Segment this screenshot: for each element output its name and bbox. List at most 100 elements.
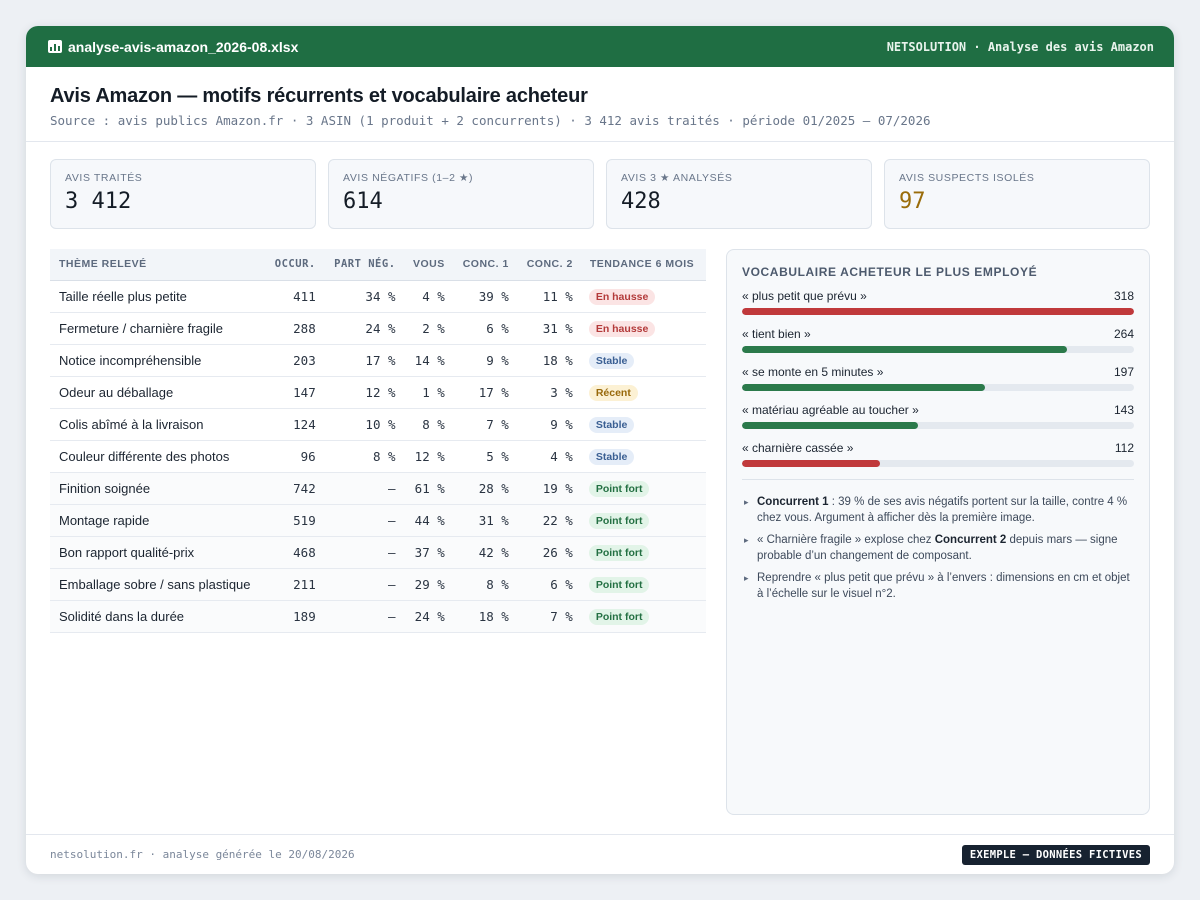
trend-cell: Point fort (580, 536, 706, 569)
insights-list: ▸ Concurrent 1 : 39 % de ses avis négatif… (742, 479, 1134, 602)
theme-cell: Couleur différente des photos (50, 440, 266, 473)
insight-text: depuis mars — signe probable d’un change… (757, 534, 1118, 562)
competitor-1-cell: 17 % (452, 376, 517, 409)
footer: netsolution.fr · analyse générée le 20/0… (26, 834, 1174, 874)
vocabulary-term: « plus petit que prévu » (742, 289, 867, 303)
trend-cell: Stable (580, 344, 706, 377)
bullet-arrow-icon: ▸ (744, 535, 749, 545)
spreadsheet-icon (48, 40, 62, 53)
vocabulary-count: 143 (1113, 403, 1134, 417)
sample-data-badge: EXEMPLE — DONNÉES FICTIVES (961, 844, 1150, 865)
col-header-part-neg[interactable]: PART NÉG. (323, 249, 404, 281)
occurrences-cell: 203 (265, 344, 324, 377)
trend-cell: En hausse (580, 280, 706, 313)
table-row[interactable]: Colis abîmé à la livraison 124 10 % 8 % 7 % 9… (50, 408, 706, 441)
occurrences-cell: 742 (265, 472, 324, 505)
table-row[interactable]: Bon rapport qualité-prix 468—37 % 42 % 26 %… (50, 536, 706, 569)
competitor-1-cell: 8 % (452, 568, 517, 601)
kpi-label: AVIS 3 ★ ANALYSÉS (621, 172, 733, 184)
trend-badge: En hausse (588, 288, 656, 305)
col-header-occur[interactable]: OCCUR. (265, 249, 324, 281)
generated-note: netsolution.fr · analyse générée le 20/0… (50, 848, 355, 861)
vous-cell: 14 % (403, 344, 453, 377)
trend-badge: Point fort (588, 576, 650, 593)
vous-cell: 37 % (403, 536, 453, 569)
trend-badge: Stable (588, 352, 635, 369)
kpi-label: AVIS TRAITÉS (65, 172, 143, 184)
competitor-2-cell: 31 % (516, 312, 581, 345)
col-header-conc1[interactable]: CONC. 1 (452, 249, 517, 281)
theme-cell: Solidité dans la durée (50, 600, 266, 633)
table-row[interactable]: Notice incompréhensible 203 17 % 14 % 9 % 18 … (50, 344, 706, 377)
kpi-label: AVIS NÉGATIFS (1–2 ★) (343, 172, 474, 184)
negative-share-cell: — (323, 568, 404, 601)
kpi-value: 614 (343, 189, 383, 214)
theme-cell: Colis abîmé à la livraison (50, 408, 266, 441)
trend-cell: Stable (580, 440, 706, 473)
report-header: Avis Amazon — motifs récurrents et vocab… (26, 67, 1174, 142)
theme-cell: Bon rapport qualité-prix (50, 536, 266, 569)
page-title: Avis Amazon — motifs récurrents et vocab… (50, 85, 588, 107)
table-header-row: THÈME RELEVÉ OCCUR. PART NÉG. VOUS CONC.… (50, 249, 706, 281)
competitor-2-cell: 3 % (516, 376, 581, 409)
theme-cell: Emballage sobre / sans plastique (50, 568, 266, 601)
table-row[interactable]: Taille réelle plus petite 411 34 % 4 % 39 % 1… (50, 280, 706, 313)
negative-share-cell: 8 % (323, 440, 404, 473)
trend-badge: En hausse (588, 320, 656, 337)
occurrences-cell: 211 (265, 568, 324, 601)
themes-table: THÈME RELEVÉ OCCUR. PART NÉG. VOUS CONC.… (50, 249, 706, 633)
trend-badge: Stable (588, 448, 635, 465)
vocabulary-term: « charnière cassée » (742, 441, 854, 455)
themes-table-container: THÈME RELEVÉ OCCUR. PART NÉG. VOUS CONC.… (50, 249, 706, 633)
kpi-value: 428 (621, 189, 661, 214)
trend-cell: Point fort (580, 568, 706, 601)
insight-text: Reprendre « plus petit que prévu » à l’e… (757, 572, 1130, 600)
trend-cell: Stable (580, 408, 706, 441)
competitor-2-cell: 19 % (516, 472, 581, 505)
trend-cell: Point fort (580, 504, 706, 537)
vocabulary-term: « tient bien » (742, 327, 811, 341)
vocabulary-term: « matériau agréable au toucher » (742, 403, 919, 417)
kpi-avis-3-etoiles: AVIS 3 ★ ANALYSÉS 428 (606, 159, 872, 229)
file-name: analyse-avis-amazon_2026-08.xlsx (48, 39, 298, 55)
negative-share-cell: 34 % (323, 280, 404, 313)
trend-cell: En hausse (580, 312, 706, 345)
table-row[interactable]: Emballage sobre / sans plastique 211—29 %… (50, 568, 706, 601)
col-header-vous[interactable]: VOUS (403, 249, 453, 281)
table-body: Taille réelle plus petite 411 34 % 4 % 39 % 1… (50, 280, 706, 633)
table-row[interactable]: Solidité dans la durée 189—24 % 18 % 7 % Poi… (50, 600, 706, 633)
competitor-1-cell: 42 % (452, 536, 517, 569)
vous-cell: 1 % (403, 376, 453, 409)
competitor-2-cell: 22 % (516, 504, 581, 537)
vous-cell: 12 % (403, 440, 453, 473)
col-header-conc2[interactable]: CONC. 2 (516, 249, 581, 281)
competitor-2-cell: 9 % (516, 408, 581, 441)
trend-badge: Stable (588, 416, 635, 433)
vous-cell: 44 % (403, 504, 453, 537)
table-row[interactable]: Finition soignée 742—61 % 28 % 19 % Point fo… (50, 472, 706, 505)
col-header-tendance[interactable]: TENDANCE 6 MOIS (580, 249, 706, 281)
table-row[interactable]: Montage rapide 519—44 % 31 % 22 % Point fort (50, 504, 706, 537)
occurrences-cell: 147 (265, 376, 324, 409)
col-header-theme[interactable]: THÈME RELEVÉ (50, 249, 266, 281)
negative-share-cell: — (323, 504, 404, 537)
vocabulary-bar (742, 308, 1134, 315)
table-row[interactable]: Odeur au déballage 147 12 % 1 % 17 % 3 % Récen… (50, 376, 706, 409)
vous-cell: 24 % (403, 600, 453, 633)
kpi-label: AVIS SUSPECTS ISOLÉS (899, 172, 1035, 184)
vous-cell: 29 % (403, 568, 453, 601)
negative-share-cell: 17 % (323, 344, 404, 377)
trend-cell: Récent (580, 376, 706, 409)
insight-note: ▸ Concurrent 1 : 39 % de ses avis négatif… (742, 494, 1134, 526)
report-window: analyse-avis-amazon_2026-08.xlsx NETSOLU… (26, 26, 1174, 874)
theme-cell: Fermeture / charnière fragile (50, 312, 266, 345)
table-row[interactable]: Fermeture / charnière fragile 288 24 % 2 % 6… (50, 312, 706, 345)
table-row[interactable]: Couleur différente des photos 96 8 % 12 % 5 … (50, 440, 706, 473)
competitor-1-cell: 7 % (452, 408, 517, 441)
competitor-1-cell: 18 % (452, 600, 517, 633)
insight-highlight: Concurrent 1 (757, 496, 829, 508)
vocabulary-count: 318 (1113, 289, 1134, 303)
negative-share-cell: 12 % (323, 376, 404, 409)
vocabulary-title: VOCABULAIRE ACHETEUR LE PLUS EMPLOYÉ (742, 265, 1038, 279)
vocabulary-item: « tient bien » 264 (742, 327, 1134, 353)
